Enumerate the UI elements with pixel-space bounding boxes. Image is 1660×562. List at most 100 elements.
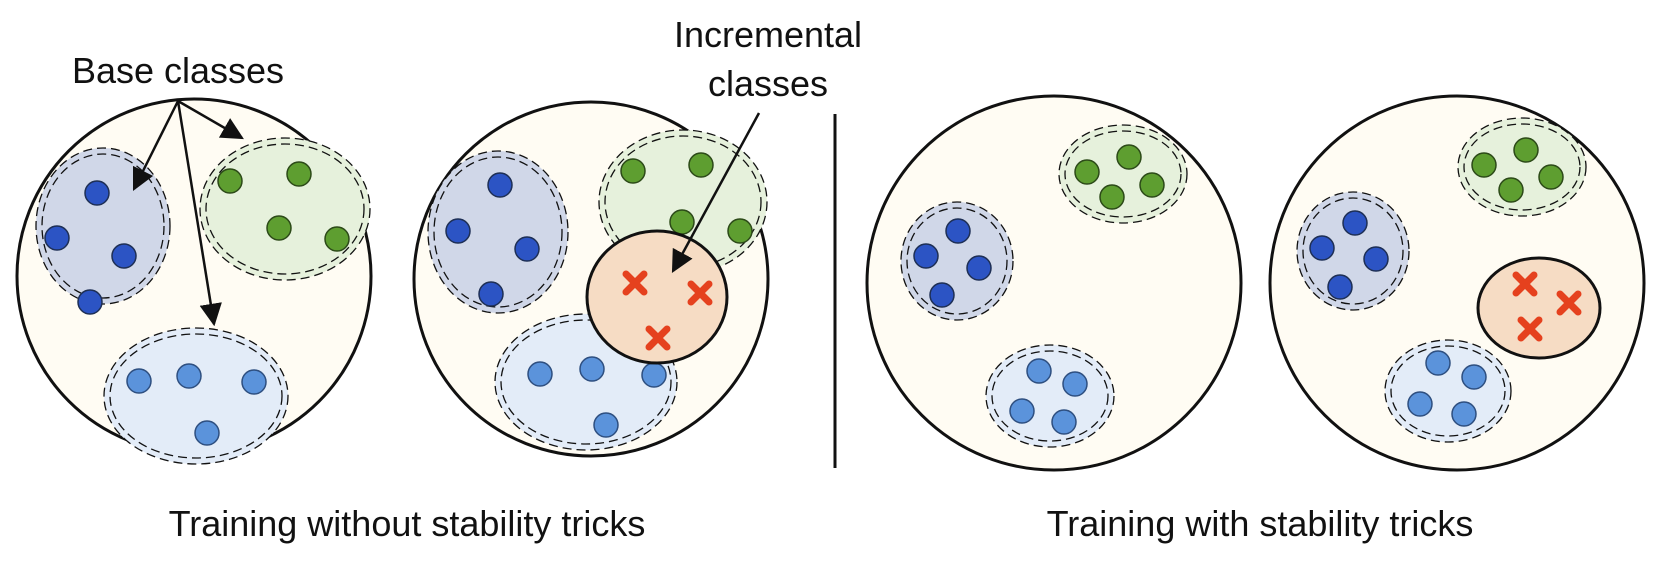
arrow-to-light-blue-cluster <box>176 100 222 327</box>
data-point <box>241 369 267 395</box>
data-point <box>1051 409 1077 435</box>
cluster-boundary-outer <box>985 344 1115 448</box>
data-point <box>688 152 714 178</box>
data-point <box>945 218 971 244</box>
base-class-cluster-green <box>199 137 371 281</box>
data-point <box>1363 246 1389 272</box>
data-point <box>913 243 939 269</box>
data-point <box>1116 144 1142 170</box>
incremental-x-marker <box>1517 316 1543 342</box>
cluster-region <box>901 202 1013 320</box>
cluster-boundary-inner <box>1064 130 1182 218</box>
data-point <box>445 218 471 244</box>
data-point <box>266 215 292 241</box>
cluster-region <box>1458 118 1586 216</box>
cluster-boundary-outer <box>598 129 768 275</box>
data-point <box>1009 398 1035 424</box>
data-point <box>929 282 955 308</box>
cluster-region <box>1297 192 1409 310</box>
data-point <box>1026 358 1052 384</box>
data-point <box>324 226 350 252</box>
data-point <box>727 218 753 244</box>
cluster-region <box>200 138 370 280</box>
data-point <box>1513 137 1539 163</box>
caption-with-stability-tricks: Training with stability tricks <box>1047 503 1474 544</box>
cluster-boundary-outer <box>900 201 1014 321</box>
cluster-boundary-outer <box>1384 339 1512 443</box>
data-point <box>1538 164 1564 190</box>
incremental-x-marker <box>645 325 671 351</box>
data-point <box>1342 210 1368 236</box>
base-class-cluster-light-blue <box>1384 339 1512 443</box>
incremental-classes-label-line2: classes <box>708 63 828 104</box>
data-point <box>579 356 605 382</box>
panel-2-with-incremental <box>412 100 770 458</box>
cluster-boundary-outer <box>1296 191 1410 311</box>
incremental-class-cluster <box>1476 256 1602 360</box>
data-point <box>669 209 695 235</box>
data-point <box>84 180 110 206</box>
incremental-class-cluster <box>585 229 729 365</box>
cluster-boundary-inner <box>500 319 672 445</box>
data-point <box>194 420 220 446</box>
data-point <box>1327 274 1353 300</box>
cluster-boundary-inner <box>109 333 283 459</box>
cluster-boundary-outer <box>1058 124 1188 224</box>
data-point <box>1139 172 1165 198</box>
data-point <box>1471 152 1497 178</box>
cluster-boundary-inner <box>205 143 365 275</box>
incremental-classes-label-line1: Incremental <box>674 14 862 55</box>
data-point <box>1461 364 1487 390</box>
data-point <box>1309 235 1335 261</box>
cluster-boundary-inner <box>41 153 165 299</box>
panel-1-base-only <box>15 97 373 465</box>
incremental-x-marker <box>687 280 713 306</box>
data-point <box>44 225 70 251</box>
data-point <box>487 172 513 198</box>
data-point <box>176 363 202 389</box>
data-point <box>1074 159 1100 185</box>
cluster-boundary-inner <box>991 350 1109 442</box>
data-point <box>126 368 152 394</box>
data-point <box>1062 371 1088 397</box>
cluster-boundary-outer <box>1457 117 1587 217</box>
data-point <box>478 281 504 307</box>
base-class-cluster-dark-blue <box>427 150 569 314</box>
base-class-cluster-dark-blue <box>900 201 1014 321</box>
cluster-region <box>1059 125 1187 223</box>
panel-3-base-only-stable <box>865 94 1243 472</box>
base-classes-arrows <box>132 99 244 327</box>
base-class-cluster-light-blue <box>103 327 289 465</box>
data-point <box>593 412 619 438</box>
cluster-boundary-inner <box>1390 345 1506 437</box>
cluster-boundary-outer <box>199 137 371 281</box>
cluster-boundary-outer <box>427 150 569 314</box>
data-point <box>1451 401 1477 427</box>
data-point <box>527 361 553 387</box>
cluster-boundary-inner <box>433 156 563 308</box>
cluster-boundary-inner <box>906 207 1008 315</box>
base-class-cluster-green <box>1457 117 1587 217</box>
data-point <box>620 158 646 184</box>
base-class-cluster-green <box>1058 124 1188 224</box>
base-class-cluster-dark-blue <box>1296 191 1410 311</box>
cluster-boundary-inner <box>1302 197 1404 305</box>
data-point <box>641 362 667 388</box>
data-point <box>217 168 243 194</box>
base-classes-label: Base classes <box>72 50 284 91</box>
data-point <box>1099 184 1125 210</box>
incremental-x-marker <box>1556 290 1582 316</box>
cluster-region <box>104 328 288 464</box>
base-class-cluster-light-blue <box>985 344 1115 448</box>
incremental-x-marker <box>622 270 648 296</box>
arrow-to-incremental-cluster <box>671 112 761 273</box>
cluster-boundary-outer <box>494 313 678 451</box>
data-point <box>514 236 540 262</box>
data-point <box>1407 391 1433 417</box>
arrow-to-dark-blue-cluster <box>132 100 180 192</box>
cluster-boundary-outer <box>103 327 289 465</box>
cluster-region <box>428 151 568 313</box>
cluster-boundary-outer <box>35 147 171 305</box>
data-point <box>966 255 992 281</box>
